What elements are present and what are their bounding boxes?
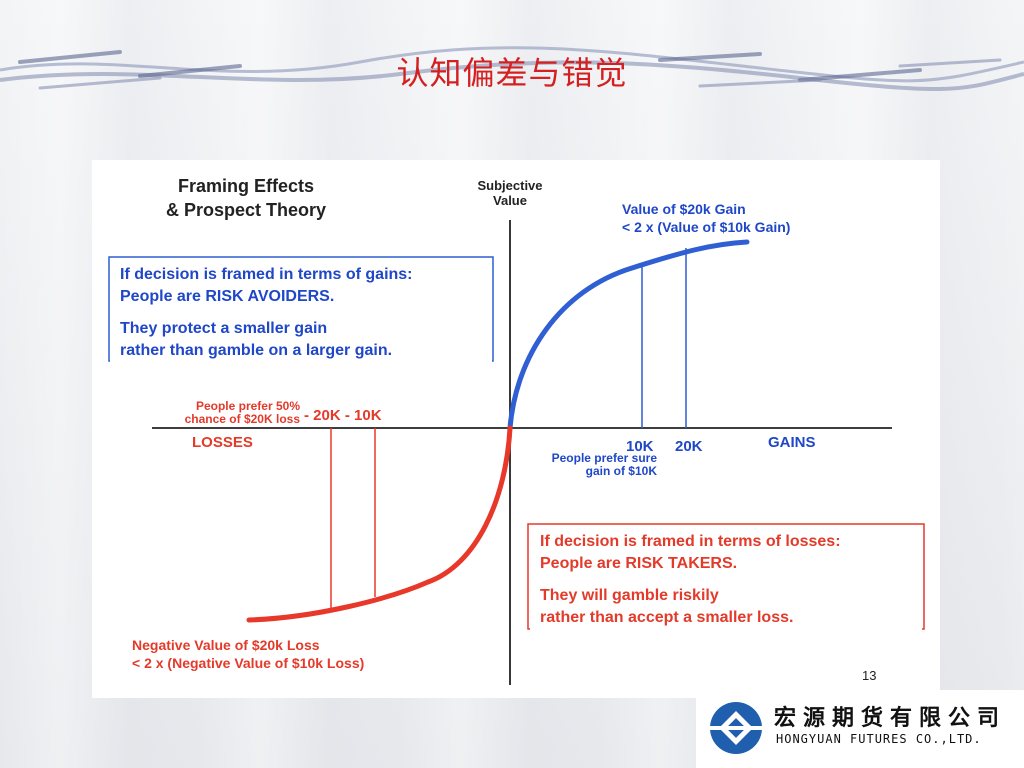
- company-name-cn: 宏源期货有限公司: [774, 706, 1007, 731]
- header-decoration: [0, 46, 1024, 92]
- diagram-heading: Framing Effects & Prospect Theory: [136, 174, 356, 222]
- hongyuan-emblem-icon: [710, 702, 762, 754]
- gains-box-line-2: People are RISK AVOIDERS.: [120, 288, 335, 305]
- gains-box-line-3: They protect a smaller gain: [120, 320, 328, 337]
- loss-tick-labels: - 20K - 10K: [304, 407, 382, 424]
- loss-value-note: Negative Value of $20k Loss < 2 x (Negat…: [132, 636, 364, 672]
- prospect-theory-diagram: Framing Effects & Prospect Theory Subjec…: [92, 160, 940, 698]
- heading-line-2: & Prospect Theory: [165, 200, 327, 220]
- gain-preference-note: People prefer sure gain of $10K: [512, 452, 657, 478]
- y-axis-label: Subjective Value: [452, 178, 568, 208]
- gain-value-note: Value of $20k Gain < 2 x (Value of $10k …: [622, 200, 790, 236]
- losses-framing-box: If decision is framed in terms of losses…: [530, 525, 922, 635]
- y-axis-label-line-1: Subjective: [477, 178, 543, 193]
- y-axis-label-line-2: Value: [493, 193, 527, 208]
- gains-label: GAINS: [768, 434, 816, 451]
- company-logo: 宏源期货有限公司 HONGYUAN FUTURES CO.,LTD.: [696, 690, 1024, 768]
- tick-10k: 10K: [626, 438, 654, 455]
- gain-pref-line-1: People prefer sure: [551, 451, 657, 465]
- gains-box-line-1: If decision is framed in terms of gains:: [120, 266, 413, 283]
- loss-curve: [246, 425, 513, 623]
- loss-preference-note: People prefer 50% chance of $20K loss: [154, 400, 300, 426]
- slide-title: 认知偏差与错觉: [396, 54, 628, 92]
- losses-box-line-2: People are RISK TAKERS.: [540, 555, 738, 572]
- losses-box-line-1: If decision is framed in terms of losses…: [540, 533, 841, 550]
- gains-box-line-4: rather than gamble on a larger gain.: [120, 342, 393, 359]
- tick-20k: 20K: [675, 438, 703, 455]
- heading-line-1: Framing Effects: [177, 176, 315, 196]
- gain-note-line-2: < 2 x (Value of $10k Gain): [622, 219, 791, 235]
- loss-pref-line-1: People prefer 50%: [195, 399, 300, 413]
- loss-pref-line-2: chance of $20K loss: [184, 412, 300, 426]
- losses-label: LOSSES: [192, 434, 253, 451]
- gains-framing-box: If decision is framed in terms of gains:…: [110, 258, 492, 368]
- company-name-en: HONGYUAN FUTURES CO.,LTD.: [776, 732, 982, 746]
- page-number: 13: [862, 668, 877, 683]
- loss-note-line-2: < 2 x (Negative Value of $10k Loss): [132, 655, 365, 671]
- loss-note-line-1: Negative Value of $20k Loss: [132, 637, 320, 653]
- losses-box-line-4: rather than accept a smaller loss.: [540, 609, 794, 626]
- gain-curve: [507, 239, 750, 431]
- gain-note-line-1: Value of $20k Gain: [622, 201, 746, 217]
- losses-box-line-3: They will gamble riskily: [540, 587, 719, 604]
- gain-pref-line-2: gain of $10K: [585, 464, 657, 478]
